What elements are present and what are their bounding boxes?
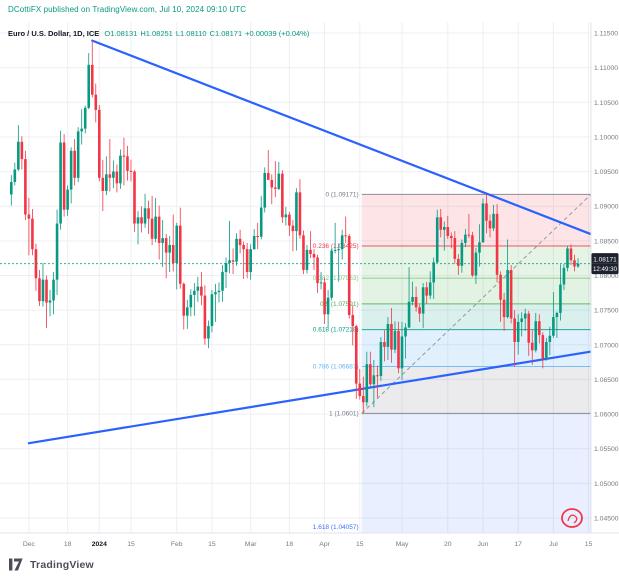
time-tick-label: 2024	[92, 541, 107, 548]
symbol-legend[interactable]: Euro / U.S. Dollar, 1D, ICE O1.08131 H1.0…	[8, 29, 312, 38]
time-tick-label: 20	[444, 541, 452, 548]
red-circle-annotation[interactable]	[561, 508, 583, 528]
price-axis[interactable]: 1.11500 1.11000 1.10500 1.10000 1.09500 1.090…	[594, 31, 619, 523]
time-tick-label: Jun	[477, 541, 488, 548]
low-value: L1.08110	[175, 29, 207, 38]
time-tick-label: Feb	[171, 541, 183, 548]
fib-level-label: 1 (1.0601)	[329, 410, 359, 417]
fib-trend-dashed-line	[361, 194, 591, 414]
time-tick-label: Jul	[549, 541, 558, 548]
time-tick-label: 15	[356, 541, 364, 548]
candlesticks	[10, 40, 580, 414]
footer-bar: TradingView	[0, 552, 619, 577]
grid-lines	[0, 22, 591, 533]
time-tick-label: 18	[286, 541, 294, 548]
last-price-badge: 1.08171 12:49:30	[591, 253, 619, 275]
red-circle-annotation-glyph	[567, 514, 578, 524]
price-tick-label: 1.08000	[594, 273, 619, 280]
price-tick-label: 1.05000	[594, 481, 619, 488]
price-tick-label: 1.04500	[594, 516, 619, 523]
fib-level-label: 0.5 (1.07591)	[320, 301, 359, 308]
price-tick-label: 1.07000	[594, 342, 619, 349]
tradingview-wordmark[interactable]: TradingView	[30, 558, 94, 571]
change-value: +0.00039 (+0.04%)	[245, 29, 310, 38]
time-tick-label: Apr	[319, 541, 330, 548]
fib-level-label: 0.236 (1.08425)	[313, 243, 359, 250]
time-tick-label: 17	[514, 541, 522, 548]
close-value: C1.08171	[209, 29, 243, 38]
time-tick-label: 15	[127, 541, 135, 548]
fib-level-label: 0.618 (1.07218)	[313, 327, 359, 334]
last-price-value: 1.08171	[593, 257, 617, 264]
attribution-text: DCottiFX published on TradingView.com, J…	[8, 5, 247, 14]
open-value: O1.08131	[104, 29, 138, 38]
price-tick-label: 1.09500	[594, 169, 619, 176]
time-tick-label: 18	[64, 541, 72, 548]
time-axis[interactable]: Dec 18 2024 15 Feb 15 Mar 18 Apr 15 May 20 Jun 17 Jul 1…	[23, 541, 593, 548]
price-tick-label: 1.09000	[594, 204, 619, 211]
symbol-title[interactable]: Euro / U.S. Dollar, 1D, ICE	[8, 29, 100, 38]
fibonacci-retracement[interactable]: 0 (1.09171) 0.236 (1.08425) 0.382 (1.07963…	[313, 191, 591, 548]
price-chart[interactable]: 0 (1.09171) 0.236 (1.08425) 0.382 (1.07963…	[0, 22, 619, 552]
fib-level-label: 0.786 (1.06687)	[313, 363, 359, 370]
tradingview-logo-icon[interactable]	[9, 558, 25, 571]
time-tick-label: Dec	[23, 541, 36, 548]
fib-level-label: 0.382 (1.07963)	[313, 275, 359, 282]
time-tick-label: May	[396, 541, 409, 548]
price-tick-label: 1.10000	[594, 134, 619, 141]
price-tick-label: 1.06500	[594, 377, 619, 384]
bar-countdown: 12:49:30	[593, 266, 618, 273]
time-tick-label: 15	[208, 541, 216, 548]
price-tick-label: 1.08500	[594, 238, 619, 245]
price-tick-label: 1.10500	[594, 100, 619, 107]
descending-resistance-trendline[interactable]	[91, 39, 591, 236]
ascending-support-trendline[interactable]	[27, 350, 591, 445]
fib-extension-label: 1.618 (1.04057)	[313, 524, 359, 531]
high-value: H1.08251	[140, 29, 173, 38]
time-tick-label: Mar	[245, 541, 257, 548]
price-tick-label: 1.11000	[594, 65, 618, 72]
fib-level-label: 0 (1.09171)	[325, 191, 358, 198]
price-tick-label: 1.07500	[594, 308, 619, 315]
price-tick-label: 1.11500	[594, 31, 618, 38]
price-tick-label: 1.05500	[594, 446, 619, 453]
ohlc-values: O1.08131 H1.08251 L1.08110 C1.08171 +0.00039…	[104, 29, 312, 38]
price-tick-label: 1.06000	[594, 412, 619, 419]
time-tick-label: 15	[585, 541, 593, 548]
